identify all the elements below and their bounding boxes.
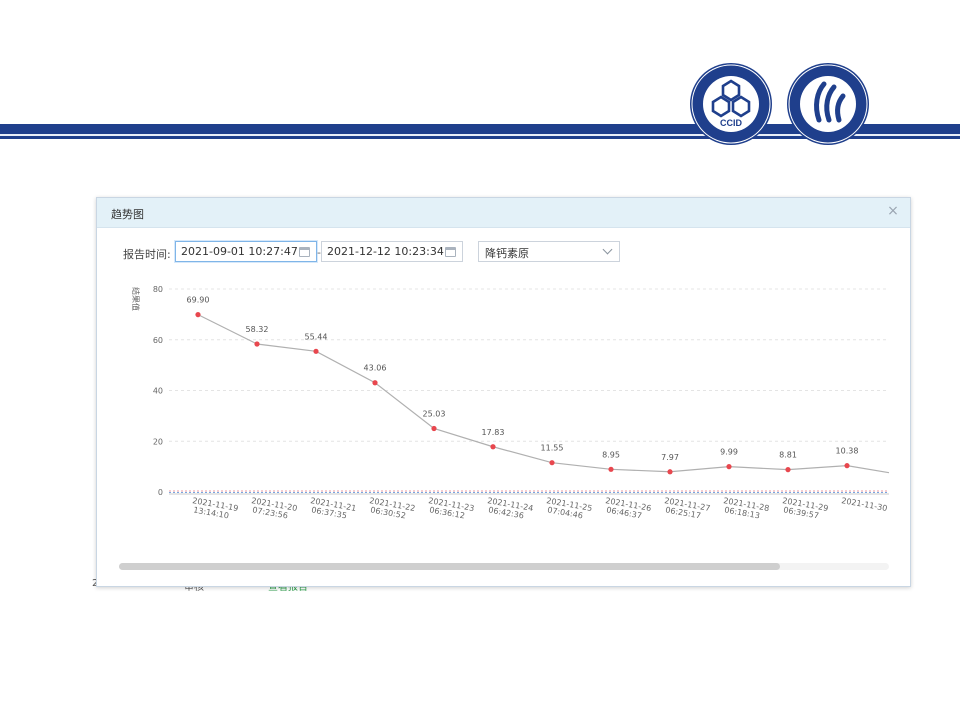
y-tick-label: 0 — [158, 488, 163, 497]
data-point — [785, 467, 791, 473]
data-label: 10.38 — [836, 447, 859, 456]
data-point — [608, 466, 614, 472]
data-point — [490, 444, 496, 450]
trend-dialog: 趋势图 × 报告时间: 2021-09-01 10:27:47 - 2021-1… — [96, 197, 911, 587]
dialog-title: 趋势图 — [111, 208, 144, 221]
x-tick-label: 2021-11-19 13:14:10 — [190, 496, 239, 522]
header-band — [0, 124, 960, 134]
x-tick-label: 2021-11-29 06:39:57 — [780, 496, 829, 522]
end-date-input[interactable]: 2021-12-12 10:23:34 — [321, 241, 463, 262]
data-label: 7.97 — [661, 453, 679, 462]
data-point — [667, 469, 673, 475]
background-row-status: 审核 — [184, 582, 204, 592]
ccid-logo-text: CCID — [720, 118, 742, 128]
hospital-logo — [787, 63, 869, 145]
data-point — [431, 425, 437, 432]
y-tick-label: 60 — [153, 336, 163, 345]
x-tick-label: 2021-11-30 — [841, 496, 888, 513]
x-tick-label: 2021-11-26 06:46:37 — [603, 496, 652, 522]
x-tick-label: 2021-11-21 06:37:35 — [308, 496, 357, 522]
background-row-report: 查看报告 — [268, 582, 308, 592]
date-range-separator: - — [317, 246, 321, 259]
x-tick-label: 2021-11-24 06:42:36 — [485, 496, 534, 522]
report-time-label: 报告时间: — [123, 248, 171, 261]
data-label: 8.95 — [602, 450, 620, 459]
start-date-input[interactable]: 2021-09-01 10:27:47 — [175, 241, 317, 262]
data-label: 25.03 — [423, 409, 446, 418]
data-point — [549, 460, 555, 466]
y-tick-label: 80 — [153, 285, 163, 294]
x-tick-label: 2021-11-27 06:25:17 — [662, 496, 711, 522]
chevron-down-icon[interactable] — [602, 244, 613, 255]
data-label: 43.06 — [364, 364, 387, 373]
data-point — [313, 348, 319, 354]
data-label: 17.83 — [482, 428, 505, 437]
data-point — [254, 341, 260, 347]
data-label: 55.44 — [305, 332, 328, 341]
data-point — [726, 464, 732, 470]
test-item-value: 降钙素原 — [485, 247, 529, 260]
trend-chart: 结果值 0 20 40 60 80 69.90 58.32 55.44 43.06 25.03 17.… — [131, 285, 890, 522]
x-tick-label: 2021-11-22 06:30:52 — [367, 496, 416, 522]
x-tick-label: 2021-11-28 06:18:13 — [721, 496, 770, 522]
ccid-logo: CCID — [690, 63, 772, 145]
end-date-value: 2021-12-12 10:23:34 — [327, 245, 444, 258]
data-label: 8.81 — [779, 451, 797, 460]
data-point — [372, 380, 378, 386]
data-point — [844, 463, 850, 469]
y-axis-title: 结果值 — [131, 287, 141, 311]
test-item-select[interactable]: 降钙素原 — [478, 241, 620, 262]
chart-scrollbar-thumb[interactable] — [119, 563, 780, 570]
data-label: 9.99 — [720, 448, 738, 457]
x-tick-label: 2021-11-20 07:23:56 — [249, 496, 298, 522]
data-label: 58.32 — [246, 325, 269, 334]
dialog-header: 趋势图 × — [97, 198, 910, 228]
start-date-value: 2021-09-01 10:27:47 — [181, 245, 298, 258]
x-tick-label: 2021-11-23 06:36:12 — [426, 496, 475, 522]
data-point — [195, 312, 201, 318]
data-label: 69.90 — [187, 296, 210, 305]
header-band-thin — [0, 136, 960, 139]
calendar-icon[interactable] — [445, 247, 456, 257]
header-band-gap — [0, 134, 960, 136]
x-tick-label: 2021-11-25 07:04:46 — [544, 496, 593, 522]
y-tick-label: 20 — [153, 437, 163, 446]
y-tick-label: 40 — [153, 387, 163, 396]
close-icon[interactable]: × — [887, 203, 899, 219]
calendar-icon[interactable] — [299, 247, 310, 257]
data-label: 11.55 — [541, 444, 564, 453]
